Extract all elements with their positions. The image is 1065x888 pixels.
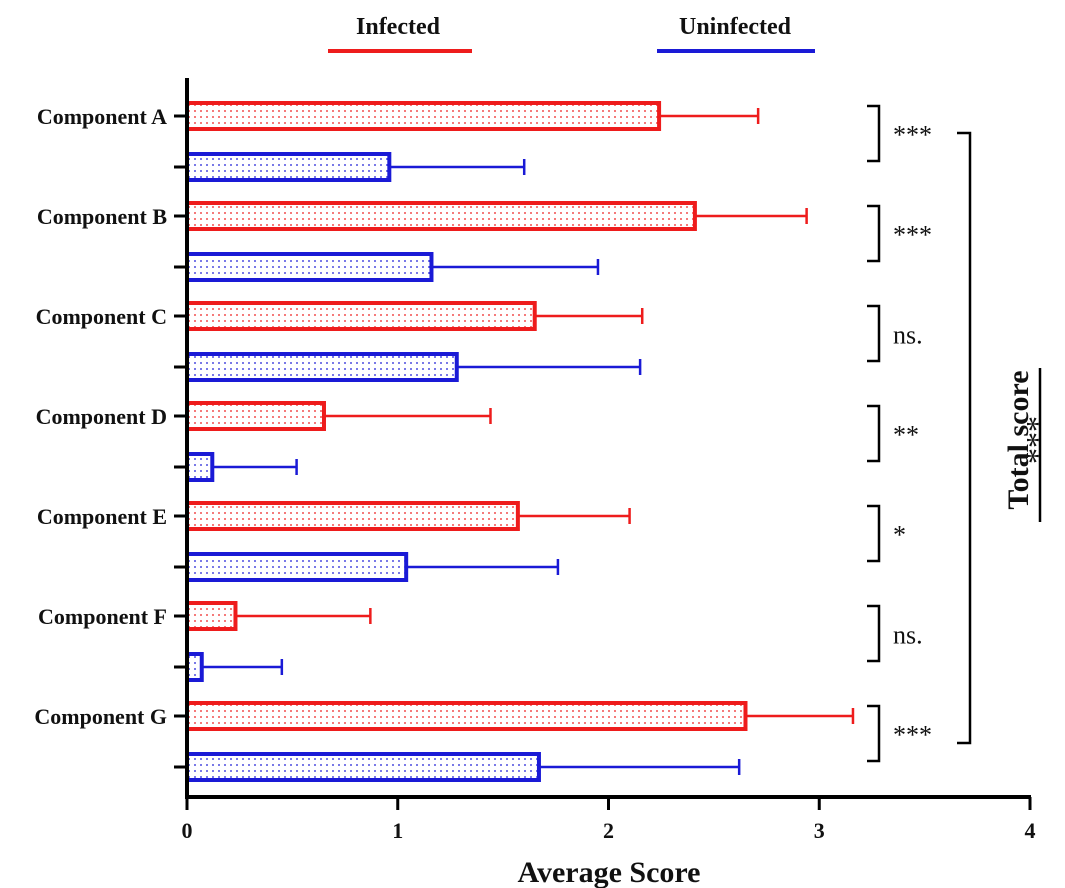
x-tick-label: 4 xyxy=(1025,818,1036,843)
bar-uninfected xyxy=(185,552,409,582)
x-axis-ticks: 0 1 2 3 4 xyxy=(182,797,1036,843)
significance-bracket xyxy=(867,204,881,263)
bar-infected xyxy=(185,601,238,631)
y-tick-label: Component A xyxy=(37,104,167,129)
x-tick-label: 2 xyxy=(603,818,614,843)
bar-infected xyxy=(185,201,697,231)
significance-bracket xyxy=(867,504,881,563)
y-tick-label: Component E xyxy=(37,504,167,529)
bar-uninfected xyxy=(185,352,459,382)
bar-infected xyxy=(185,401,326,431)
significance-label: *** xyxy=(893,121,932,150)
bar-uninfected xyxy=(185,652,204,682)
bar-infected xyxy=(185,701,748,731)
total-score-label: Total score xyxy=(1002,370,1035,509)
significance-label: *** xyxy=(893,221,932,250)
significance-bracket xyxy=(867,604,881,663)
legend-label-infected: Infected xyxy=(356,14,441,40)
bar-uninfected xyxy=(185,752,541,782)
y-tick-label: Component D xyxy=(36,404,167,429)
significance-label: ** xyxy=(893,421,919,450)
plot-area xyxy=(185,101,855,782)
y-axis-ticks: Component A Component B Component C Compone… xyxy=(34,104,187,769)
significance-bracket xyxy=(867,304,881,363)
significance-label: *** xyxy=(893,721,932,750)
y-tick-label: Component F xyxy=(38,604,167,629)
significance-bracket xyxy=(867,104,881,163)
bar-uninfected xyxy=(185,252,434,282)
total-score-annotation: Total score *** xyxy=(957,131,1055,745)
significance-label: ns. xyxy=(893,321,923,350)
y-tick-label: Component C xyxy=(36,304,167,329)
legend: Infected Uninfected xyxy=(328,14,815,53)
x-tick-label: 1 xyxy=(392,818,403,843)
total-bracket xyxy=(957,131,972,745)
bar-infected xyxy=(185,101,662,131)
bar-uninfected xyxy=(185,452,215,482)
total-score-significance: *** xyxy=(1019,416,1055,464)
x-tick-label: 3 xyxy=(814,818,825,843)
x-tick-label: 0 xyxy=(182,818,193,843)
significance-label: * xyxy=(893,521,906,550)
legend-label-uninfected: Uninfected xyxy=(679,14,792,40)
significance-label: ns. xyxy=(893,621,923,650)
bar-uninfected xyxy=(185,152,392,182)
x-axis-title: Average Score xyxy=(518,856,701,888)
bar-infected xyxy=(185,501,520,531)
bar-infected xyxy=(185,301,537,331)
significance-bracket xyxy=(867,404,881,463)
significance-annotations: ******ns.***ns.*** xyxy=(867,104,932,763)
significance-bracket xyxy=(867,704,881,763)
y-tick-label: Component G xyxy=(34,704,167,729)
y-tick-label: Component B xyxy=(37,204,168,229)
